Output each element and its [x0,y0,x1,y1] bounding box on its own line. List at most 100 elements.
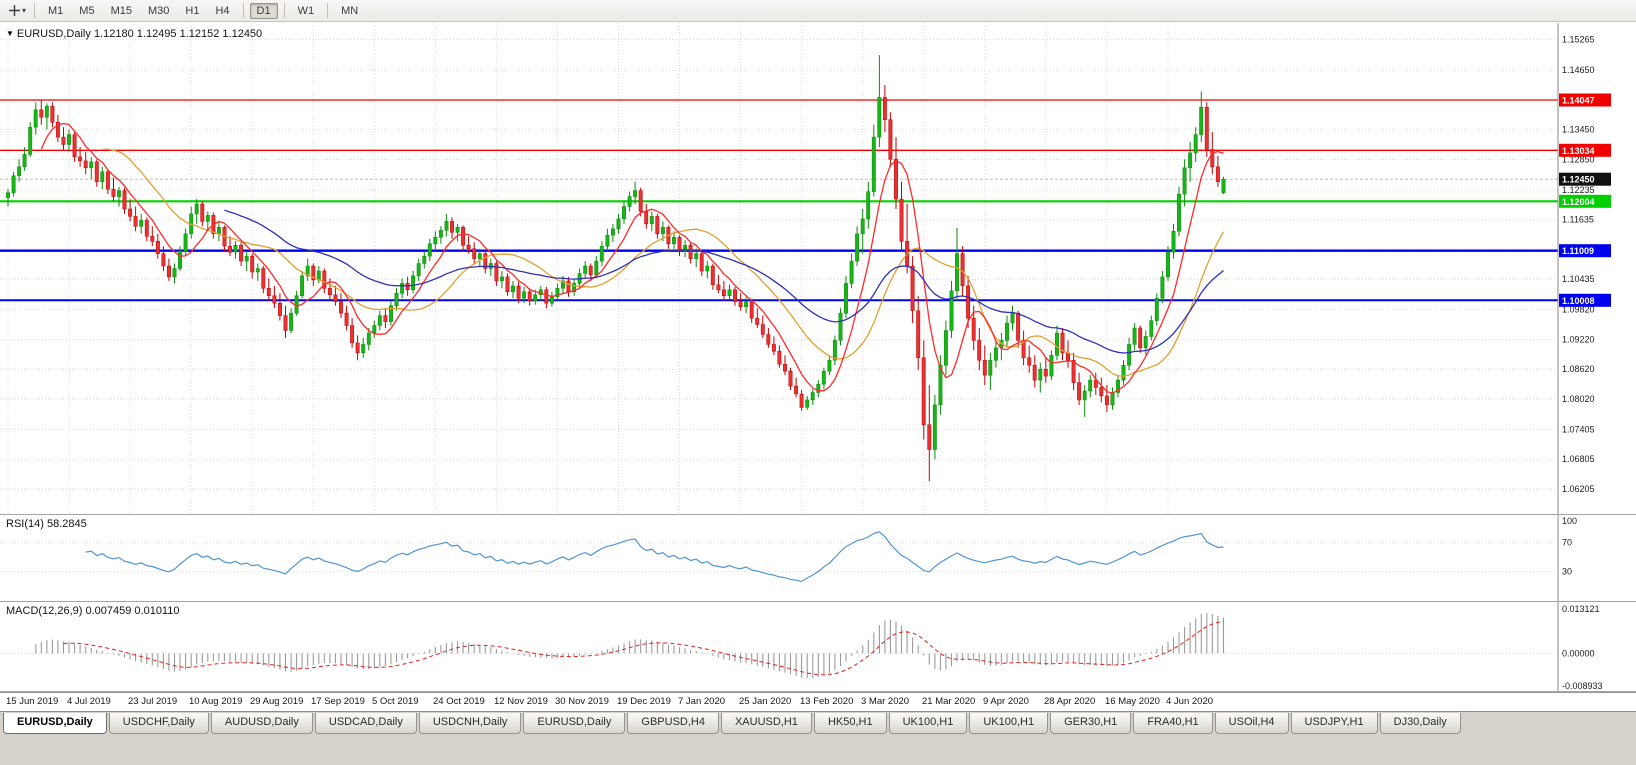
candles-layer[interactable] [6,55,1226,482]
svg-text:100: 100 [1562,516,1577,526]
rsi-panel[interactable]: RSI(14) 58.2845 100 70 30 [0,515,1636,601]
svg-text:1.11635: 1.11635 [1562,215,1594,225]
timeframe-buttons: M1 M5 M15 M30 H1 H4 D1 W1 MN [40,2,366,19]
date-label: 16 May 2020 [1105,696,1160,707]
svg-text:1.12235: 1.12235 [1562,185,1595,195]
svg-text:1.06805: 1.06805 [1562,454,1595,464]
timeframe-button-w1[interactable]: W1 [291,3,322,19]
chart-tab-dj30-daily[interactable]: DJ30,Daily [1379,713,1461,734]
svg-text:1.15265: 1.15265 [1562,35,1595,45]
chart-tab-usdjpy-h1[interactable]: USDJPY,H1 [1290,713,1378,734]
date-label: 13 Feb 2020 [800,696,854,707]
toolbar-separator [242,3,244,18]
chart-tab-eurusd-daily[interactable]: EURUSD,Daily [3,713,107,734]
date-label: 5 Oct 2019 [372,696,419,707]
chart-tab-usdcnh-daily[interactable]: USDCNH,Daily [418,713,522,734]
timeframe-button-h4[interactable]: H4 [208,3,236,19]
svg-text:1.10435: 1.10435 [1562,274,1595,284]
macd-canvas[interactable]: 0.013121 0.00000 -0.008933 [0,602,1636,691]
main-chart-canvas[interactable]: 1.15265 1.14650 1.13450 1.12850 1.12235 1.116… [0,23,1636,514]
crosshair-tool-button[interactable]: ▾ [5,3,29,18]
svg-text:0.00000: 0.00000 [1562,648,1595,658]
date-label: 10 Aug 2019 [189,696,243,707]
svg-text:1.09220: 1.09220 [1562,334,1595,344]
chart-tab-uk100-h1[interactable]: UK100,H1 [969,713,1049,734]
rsi-header: RSI(14) 58.2845 [6,518,87,530]
chart-tab-gbpusd-h4[interactable]: GBPUSD,H4 [627,713,719,734]
macd-panel[interactable]: MACD(12,26,9) 0.007459 0.010110 0.013121… [0,602,1636,691]
date-label: 30 Nov 2019 [555,696,609,707]
chart-header: ▼ EURUSD,Daily 1.12180 1.12495 1.12152 1.… [6,28,262,40]
timeframe-button-h1[interactable]: H1 [178,3,206,19]
panel-splitter[interactable] [0,601,1636,602]
rsi-canvas[interactable]: 100 70 30 [0,515,1636,601]
date-label: 23 Jul 2019 [128,696,178,707]
dropdown-arrow-icon: ▾ [22,5,27,15]
chart-tab-usdchf-daily[interactable]: USDCHF,Daily [108,713,209,734]
svg-text:1.08020: 1.08020 [1562,394,1595,404]
date-label: 4 Jul 2019 [67,696,111,707]
svg-text:1.06205: 1.06205 [1562,484,1595,494]
chart-tab-ger30-h1[interactable]: GER30,H1 [1050,713,1132,734]
price-axis-labels: 1.15265 1.14650 1.13450 1.12850 1.12235 1.116… [1559,35,1611,494]
date-label: 3 Mar 2020 [861,696,910,707]
svg-text:1.11009: 1.11009 [1562,246,1594,256]
toolbar-separator [283,3,285,18]
chart-tab-usoil-h4[interactable]: USOil,H4 [1214,713,1289,734]
macd-signal-line [63,621,1224,676]
svg-text:1.14650: 1.14650 [1562,65,1595,75]
svg-text:1.12850: 1.12850 [1562,154,1595,164]
svg-text:1.12450: 1.12450 [1562,175,1595,185]
chart-ohlc-values: 1.12180 1.12495 1.12152 1.12450 [93,28,263,40]
main-chart-panel[interactable]: ▼ EURUSD,Daily 1.12180 1.12495 1.12152 1.… [0,23,1636,514]
timeframe-button-m5[interactable]: M5 [72,3,101,19]
timeframe-button-m30[interactable]: M30 [141,3,176,19]
chart-symbol-title: EURUSD,Daily [16,28,91,40]
date-label: 17 Sep 2019 [311,696,365,707]
timeframe-button-m15[interactable]: M15 [104,3,139,19]
svg-text:1.08620: 1.08620 [1562,364,1595,374]
svg-text:1.07405: 1.07405 [1562,424,1595,434]
date-label: 12 Nov 2019 [494,696,548,707]
chart-tab-hk50-h1[interactable]: HK50,H1 [813,713,887,734]
svg-text:1.10008: 1.10008 [1562,296,1595,306]
date-label: 29 Aug 2019 [250,696,304,707]
svg-text:0.013121: 0.013121 [1562,604,1600,614]
svg-text:1.13034: 1.13034 [1562,146,1595,156]
date-label: 24 Oct 2019 [433,696,485,707]
svg-text:30: 30 [1562,566,1572,576]
macd-header: MACD(12,26,9) 0.007459 0.010110 [6,605,180,617]
chart-tab-xauusd-h1[interactable]: XAUUSD,H1 [720,713,812,734]
chart-tab-audusd-daily[interactable]: AUDUSD,Daily [210,713,313,734]
date-label: 25 Jan 2020 [739,696,792,707]
timeframe-button-m1[interactable]: M1 [41,3,70,19]
collapse-arrow-icon[interactable]: ▼ [6,29,14,38]
timeframe-button-d1[interactable]: D1 [249,2,278,19]
chart-tab-fra40-h1[interactable]: FRA40,H1 [1133,713,1213,734]
toolbar-separator [34,3,36,18]
date-label: 19 Dec 2019 [617,696,671,707]
chart-tabs-bar: EURUSD,Daily USDCHF,Daily AUDUSD,Daily USDC… [0,711,1636,765]
chart-tab-usdcad-daily[interactable]: USDCAD,Daily [314,713,417,734]
date-label: 4 Jun 2020 [1166,696,1214,707]
date-label: 15 Jun 2019 [6,696,59,707]
crosshair-icon [9,5,20,16]
panel-splitter[interactable] [0,514,1636,515]
svg-text:-0.008933: -0.008933 [1562,681,1603,691]
svg-text:1.13450: 1.13450 [1562,125,1595,135]
svg-text:1.12004: 1.12004 [1562,197,1595,207]
date-axis[interactable]: 15 Jun 2019 4 Jul 2019 23 Jul 2019 10 Aug 2… [0,692,1636,711]
timeframe-button-mn[interactable]: MN [334,3,365,19]
chart-tab-uk100-h1[interactable]: UK100,H1 [888,713,968,734]
rsi-line [85,531,1224,583]
hline-levels[interactable] [0,99,1558,302]
date-label: 21 Mar 2020 [922,696,976,707]
macd-histogram [35,613,1225,679]
panel-splitter[interactable] [0,691,1636,692]
svg-text:1.14047: 1.14047 [1562,96,1595,106]
grid-layer [0,23,1558,514]
date-label: 28 Apr 2020 [1044,696,1096,707]
chart-tab-eurusd-daily[interactable]: EURUSD,Daily [523,713,626,734]
date-label: 7 Jan 2020 [678,696,726,707]
